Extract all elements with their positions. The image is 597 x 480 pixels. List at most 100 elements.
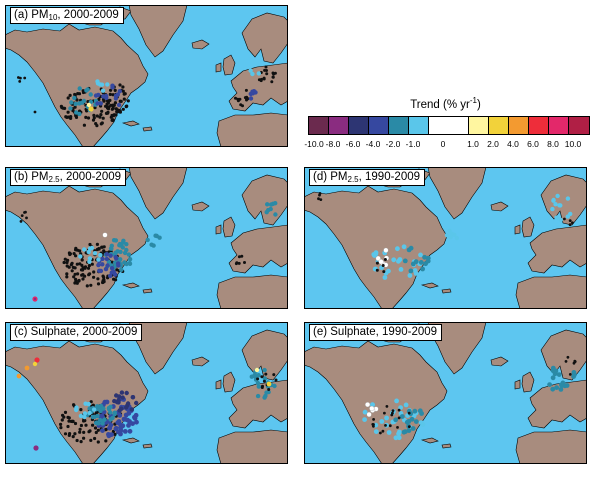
panel-d-label: (d) PM2.5, 1990-2009 xyxy=(309,169,426,186)
site-marker xyxy=(253,374,258,379)
site-marker xyxy=(77,92,82,96)
site-marker xyxy=(550,386,556,392)
site-marker xyxy=(134,419,139,425)
site-marker xyxy=(60,106,64,110)
site-marker xyxy=(382,275,388,280)
site-marker xyxy=(375,261,379,265)
site-marker xyxy=(73,281,77,285)
landmass xyxy=(540,174,587,226)
legend-swatch xyxy=(329,117,349,134)
site-marker xyxy=(112,398,117,404)
site-marker xyxy=(124,104,128,108)
site-marker xyxy=(573,359,577,363)
site-marker xyxy=(111,106,115,110)
site-marker xyxy=(386,268,391,274)
landmass xyxy=(121,437,140,444)
site-marker xyxy=(74,405,79,410)
site-marker xyxy=(77,279,81,283)
legend-swatch xyxy=(509,117,529,134)
site-marker xyxy=(125,401,131,406)
site-marker xyxy=(78,249,82,253)
site-marker xyxy=(95,242,99,246)
site-marker xyxy=(93,93,99,98)
site-marker xyxy=(378,259,384,265)
site-marker xyxy=(550,206,555,212)
map-frame xyxy=(304,167,587,309)
site-marker xyxy=(73,421,78,426)
site-marker xyxy=(106,405,112,411)
site-marker xyxy=(63,410,68,414)
site-marker xyxy=(272,383,277,389)
site-marker xyxy=(124,242,129,247)
site-marker xyxy=(379,431,382,435)
landmass xyxy=(521,216,535,238)
site-marker xyxy=(254,367,260,373)
site-marker xyxy=(78,427,82,431)
site-marker xyxy=(157,235,162,240)
site-marker xyxy=(417,408,423,414)
site-marker xyxy=(273,201,278,206)
site-marker xyxy=(77,101,82,106)
site-marker xyxy=(123,92,127,96)
site-marker xyxy=(409,416,415,422)
site-marker xyxy=(97,82,103,87)
site-marker xyxy=(250,71,255,77)
legend-tick-label: -8.0 xyxy=(325,139,341,149)
site-marker xyxy=(104,256,110,262)
site-marker xyxy=(319,198,323,201)
site-marker xyxy=(244,88,248,92)
site-marker xyxy=(116,394,122,399)
site-marker xyxy=(104,439,108,443)
site-marker xyxy=(399,414,405,419)
site-marker xyxy=(237,261,241,265)
site-marker xyxy=(127,257,133,262)
site-marker xyxy=(118,422,123,428)
site-marker xyxy=(122,97,126,101)
site-marker xyxy=(104,252,110,257)
landmass xyxy=(191,201,210,212)
site-marker xyxy=(81,266,85,270)
legend-swatch xyxy=(409,117,429,134)
landmass xyxy=(514,379,521,390)
site-marker xyxy=(568,219,572,222)
site-marker xyxy=(403,429,408,434)
site-marker xyxy=(97,268,102,273)
site-marker xyxy=(101,116,105,120)
site-marker xyxy=(263,393,268,399)
site-marker xyxy=(121,107,125,111)
site-marker xyxy=(145,237,150,243)
legend-title: Trend (% yr-1) xyxy=(410,96,481,111)
landmass xyxy=(490,356,509,367)
site-marker xyxy=(113,432,117,436)
site-marker xyxy=(121,416,127,422)
site-marker xyxy=(82,123,86,127)
site-marker xyxy=(25,216,28,220)
site-marker xyxy=(78,262,82,266)
site-marker xyxy=(388,424,392,428)
site-marker xyxy=(568,373,572,376)
site-marker xyxy=(95,413,100,419)
site-marker xyxy=(87,264,91,268)
site-marker xyxy=(19,220,23,223)
site-marker xyxy=(88,92,93,97)
site-marker xyxy=(109,266,115,271)
site-marker xyxy=(96,428,100,432)
site-marker xyxy=(113,88,117,92)
site-marker xyxy=(234,262,238,266)
site-marker xyxy=(18,80,22,83)
map-panel-c: (c) Sulphate, 2000-2009 xyxy=(5,322,288,464)
site-marker xyxy=(391,409,395,412)
site-marker xyxy=(272,373,276,377)
site-marker xyxy=(397,408,401,412)
site-marker xyxy=(420,266,425,272)
site-marker xyxy=(250,89,255,94)
site-marker xyxy=(395,246,400,252)
site-marker xyxy=(317,197,320,201)
site-marker xyxy=(78,254,83,259)
site-marker xyxy=(95,114,99,118)
site-marker xyxy=(127,428,133,434)
site-marker xyxy=(130,421,135,426)
map-b xyxy=(5,167,288,309)
legend-swatch xyxy=(549,117,569,134)
site-marker xyxy=(81,277,85,281)
